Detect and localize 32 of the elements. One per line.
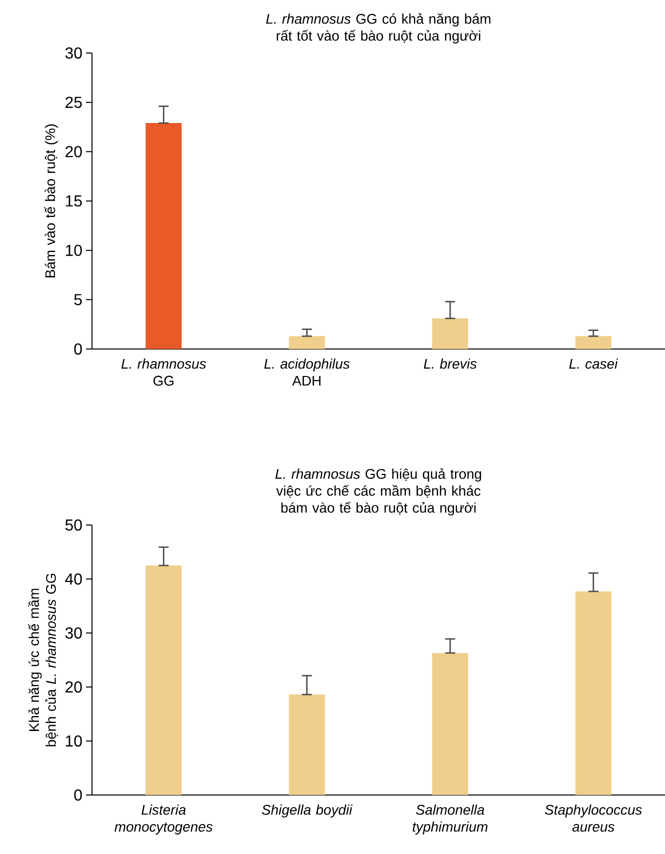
y-axis-title: Bám vào tế bào ruột (%) (44, 124, 58, 278)
x-tick-label: Staphylococcus aureus (544, 804, 642, 832)
y-tick-label: 10 (66, 735, 82, 747)
y-tick-label: 30 (65, 47, 82, 59)
y-tick-label: 25 (66, 96, 82, 108)
y-tick-label: 15 (66, 195, 82, 207)
y-tick-label: 0 (74, 789, 82, 801)
bar (432, 318, 468, 349)
y-tick-label: 10 (66, 244, 82, 256)
chart-title: L. rhamnosus GG hiệu quả trong việc ức chế các mầm bệnh khác bám vào tế bào ruột của người (275, 468, 482, 516)
bar (575, 591, 612, 795)
bar (146, 123, 182, 349)
bar (288, 336, 325, 349)
y-tick-label: 30 (65, 627, 82, 639)
x-tick-label: L. acidophilus ADH (264, 358, 350, 386)
bar (432, 652, 468, 795)
x-tick-label: Listeria monocytogenes (114, 804, 213, 834)
x-tick-label: Salmonella typhimurium (412, 804, 488, 834)
y-tick-label: 20 (66, 146, 82, 158)
x-tick-label: L. rhamnosus GG (121, 358, 206, 386)
y-tick-label: 40 (65, 573, 82, 585)
y-tick-label: 5 (74, 294, 82, 306)
x-tick-label: L. casei (569, 358, 618, 369)
x-tick-label: L. brevis (424, 358, 477, 369)
bar (146, 565, 182, 795)
bar (288, 694, 325, 795)
bar (575, 336, 612, 349)
y-tick-label: 50 (65, 519, 82, 531)
y-tick-label: 0 (74, 343, 82, 355)
chart-title: L. rhamnosus GG có khả năng bám rất tốt vào tế bào ruột của người (266, 13, 490, 44)
x-tick-label: Shigella boydii (262, 804, 353, 818)
y-tick-label: 20 (66, 681, 82, 693)
